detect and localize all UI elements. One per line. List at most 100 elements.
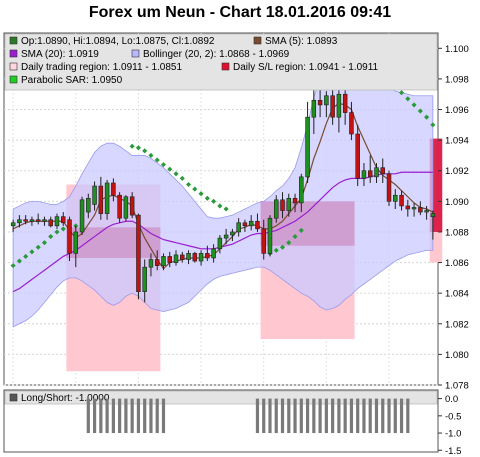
- sar-point: [154, 157, 160, 163]
- long-short-bar: [312, 398, 316, 434]
- long-short-bar: [406, 398, 410, 434]
- legend-swatch: [253, 36, 262, 45]
- candle-body: [54, 216, 60, 227]
- long-short-bar: [393, 398, 397, 434]
- candle-body: [411, 207, 417, 210]
- sar-point: [60, 226, 66, 232]
- long-short-bar: [136, 398, 141, 434]
- candle-body: [336, 93, 342, 118]
- y-tick-label: 1.094: [445, 136, 469, 147]
- candle-body: [48, 219, 53, 227]
- y-tick-label: 1.096: [445, 105, 469, 116]
- candle-body: [67, 219, 72, 254]
- sar-point: [223, 206, 229, 212]
- candle-body: [261, 228, 266, 254]
- candle-body: [430, 213, 436, 217]
- y-tick-label: 1.088: [445, 227, 469, 238]
- sar-point: [142, 148, 148, 154]
- legend-swatch: [131, 49, 140, 58]
- long-short-bar: [99, 398, 103, 434]
- candle-body: [79, 199, 85, 233]
- candle-body: [367, 170, 373, 178]
- long-short-bar: [318, 398, 322, 434]
- sar-point: [160, 162, 167, 168]
- sar-point: [179, 175, 185, 181]
- candle-body: [192, 253, 198, 262]
- sub-legend-swatch: [9, 393, 18, 402]
- long-short-bar: [374, 398, 379, 434]
- sar-point: [204, 195, 210, 201]
- legend-swatch: [9, 36, 18, 45]
- sub-y-tick-label: -1.0: [445, 429, 461, 440]
- candle-body: [248, 220, 254, 227]
- y-tick-label: 1.100: [445, 44, 469, 55]
- candle-body: [305, 116, 310, 178]
- y-tick-label: 1.080: [445, 350, 469, 361]
- y-tick-label: 1.098: [445, 74, 469, 85]
- candle-body: [86, 197, 91, 213]
- candle-body: [274, 199, 279, 219]
- bollinger-area: [12, 55, 434, 328]
- candle-body: [236, 222, 241, 233]
- sar-point: [35, 244, 41, 250]
- long-short-bar: [105, 398, 109, 434]
- candle-body: [355, 133, 360, 179]
- sar-point: [198, 191, 204, 197]
- sub-legend-label: Long/Short: -1.0000: [21, 393, 110, 404]
- candle-body: [399, 194, 404, 207]
- candle-body: [23, 219, 28, 222]
- long-short-bar: [337, 398, 341, 434]
- long-short-bar: [324, 398, 328, 434]
- candle-body: [173, 254, 179, 263]
- indicator-legend: Op:1.0890, Hi:1.0894, Lo:1.0875, Cl:1.08…: [4, 33, 438, 91]
- candle-body: [104, 182, 110, 214]
- candle-body: [92, 185, 97, 205]
- long-short-panel: Long/Short: -1.0000 0.0 -0.5 -1.0 -1.5: [3, 389, 461, 457]
- candle-body: [129, 196, 135, 216]
- candle-body: [342, 93, 348, 113]
- candle-body: [148, 259, 154, 268]
- candle-body: [205, 253, 210, 259]
- sar-point: [135, 145, 141, 151]
- candle-body: [386, 173, 392, 202]
- candle-body: [286, 197, 292, 211]
- candle-body: [267, 217, 273, 254]
- candle-body: [299, 176, 304, 204]
- legend-label: Daily trading region: 1.0911 - 1.0851: [21, 62, 182, 73]
- candle-body: [35, 219, 41, 222]
- candle-body: [29, 219, 35, 222]
- legend-swatch: [9, 75, 18, 84]
- candle-body: [292, 197, 298, 204]
- candle-body: [111, 182, 116, 196]
- y-tick-label: 1.092: [445, 166, 469, 177]
- candle-body: [117, 194, 122, 219]
- y-tick-label: 1.084: [445, 289, 469, 300]
- long-short-bar: [130, 398, 134, 434]
- sar-point: [217, 203, 223, 209]
- sar-point: [192, 186, 198, 192]
- sub-y-tick-label: -0.5: [445, 411, 461, 422]
- candle-body: [330, 95, 335, 118]
- candle-body: [73, 231, 79, 254]
- y-tick-label: 1.082: [445, 319, 469, 330]
- candle-body: [167, 256, 172, 263]
- long-short-bar: [305, 398, 310, 434]
- legend-label: Parabolic SAR: 1.0950: [21, 75, 123, 86]
- long-short-bar: [387, 398, 391, 434]
- sub-y-tick-label: -1.5: [445, 446, 461, 457]
- y-tick-label: 1.090: [445, 197, 469, 208]
- long-short-bar: [349, 398, 354, 434]
- candle-body: [142, 266, 147, 292]
- sar-point: [167, 166, 173, 172]
- long-short-bar: [268, 398, 272, 434]
- long-short-bar: [299, 398, 303, 434]
- candle-body: [223, 234, 229, 239]
- long-short-bar: [293, 398, 297, 434]
- long-short-bar: [262, 398, 266, 434]
- long-short-bar: [111, 398, 115, 434]
- chart-title: Forex um Neun - Chart 18.01.2016 09:41: [88, 4, 392, 21]
- candle-body: [374, 167, 379, 178]
- candle-body: [311, 100, 317, 118]
- candle-body: [211, 248, 216, 259]
- long-short-bar: [161, 398, 166, 434]
